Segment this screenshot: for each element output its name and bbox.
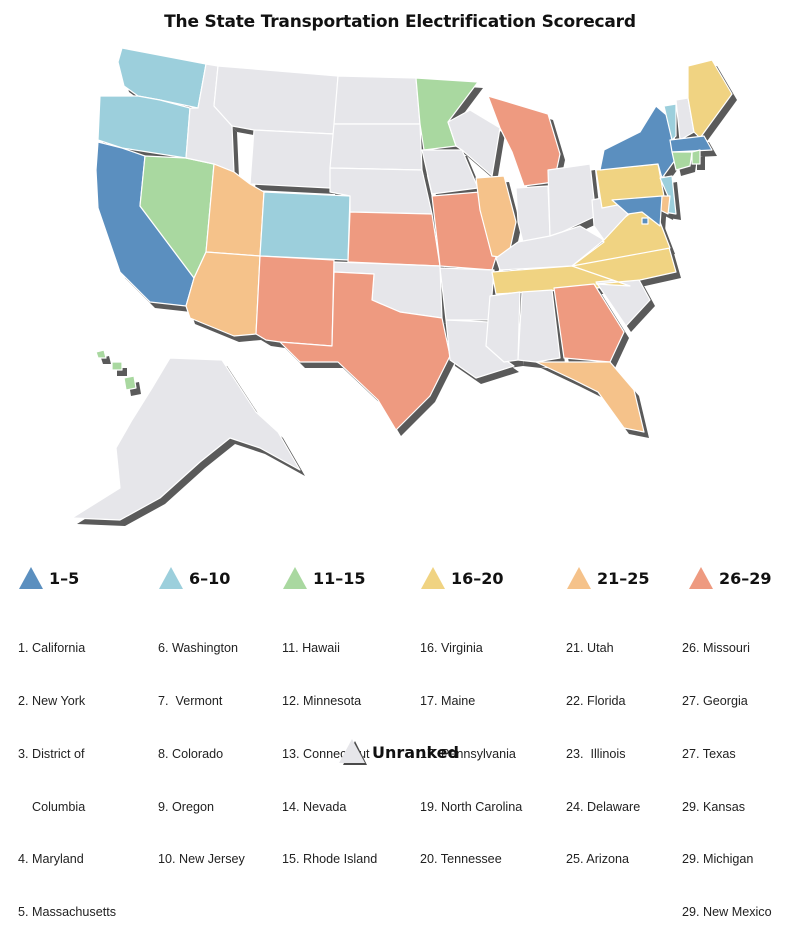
state-nm (255, 255, 335, 347)
ranking-item: Columbia (18, 799, 86, 814)
state-oh (547, 163, 597, 237)
ranking-item: 27. Georgia (682, 693, 748, 708)
ranking-item: 6. Washington (158, 641, 239, 656)
state-mi (487, 95, 561, 187)
legend-tier-4-label: 16–20 (451, 568, 504, 588)
legend-unranked: Unranked (338, 738, 459, 766)
state-wy (249, 129, 335, 189)
ranking-item: 3. District of (18, 746, 85, 761)
ranking-item: 23. Illinois (566, 746, 626, 761)
ranking-item: 25. Arizona (566, 852, 630, 867)
state-dc (641, 217, 649, 225)
state-nd (333, 75, 421, 125)
state-ma (669, 135, 713, 153)
ranking-item: 8. Colorado (158, 746, 224, 761)
ranking-item: 14. Nevada (282, 799, 347, 814)
state-sd (329, 123, 423, 171)
legend-tier-3-label: 11–15 (313, 568, 366, 588)
ranking-item: 15. Rhode Island (282, 852, 378, 867)
legend-tier-1: 1–5 (18, 566, 79, 590)
state-tx (279, 271, 451, 431)
tier-2-triangle-icon (159, 567, 183, 589)
ranking-item: 29. Kansas (682, 799, 746, 814)
map-title: The State Transportation Electrification… (164, 12, 636, 32)
state-ms (485, 291, 521, 363)
ranking-item: 21. Utah (566, 641, 614, 656)
ranking-item: 27. Texas (682, 746, 736, 761)
state-ct (671, 151, 693, 171)
ranking-item: 10. New Jersey (158, 852, 245, 867)
ranking-item: 19. North Carolina (420, 799, 523, 814)
tier-1-triangle-icon (19, 567, 43, 589)
ranking-item: 4. Maryland (18, 852, 84, 867)
us-states-map (71, 47, 737, 526)
legend-tier-2-label: 6–10 (189, 568, 231, 588)
ranking-item: 26. Missouri (682, 641, 750, 656)
legend-tier-6-label: 26–29 (719, 568, 772, 588)
state-vt (663, 103, 677, 141)
ranking-item: 24. Delaware (566, 799, 641, 814)
ranking-item: 7. Vermont (158, 693, 223, 708)
state-ky (495, 225, 605, 271)
state-md (611, 195, 663, 227)
ranking-item: 29. Michigan (682, 852, 754, 867)
unranked-triangle-icon (339, 739, 367, 765)
state-nj (659, 175, 677, 215)
ranking-item: 11. Hawaii (282, 641, 340, 656)
tier-5-triangle-icon (567, 567, 591, 589)
tier-3-triangle-icon (283, 567, 307, 589)
state-mt (213, 65, 339, 135)
legend-tier-5: 21–25 (566, 566, 650, 590)
tier-6-triangle-icon (689, 567, 713, 589)
state-wi (447, 109, 501, 177)
ranking-item: 5. Massachusetts (18, 905, 116, 920)
ranking-item: 16. Virginia (420, 641, 483, 656)
ranking-item: 17. Maine (420, 693, 476, 708)
state-ak (71, 357, 301, 521)
ranking-item: 12. Minnesota (282, 693, 362, 708)
legend-tier-6: 26–29 (688, 566, 772, 590)
state-ri (691, 149, 701, 165)
state-fl (535, 361, 645, 433)
tier-4-triangle-icon (421, 567, 445, 589)
state-co (259, 191, 351, 261)
ranking-item: 29. New Mexico (682, 905, 772, 920)
state-ks (347, 211, 441, 267)
legend-tier-1-label: 1–5 (49, 568, 80, 588)
rankings-column-6: 26. Missouri 27. Georgia 27. Texas 29. K… (682, 605, 772, 939)
state-al (517, 289, 561, 363)
rankings-column-1: 1. California 2. New York 3. District of… (18, 605, 116, 939)
legend-tier-5-label: 21–25 (597, 568, 650, 588)
ranking-item: 2. New York (18, 693, 86, 708)
ranking-item: 22. Florida (566, 693, 626, 708)
legend-tier-3: 11–15 (282, 566, 366, 590)
state-hi (95, 349, 137, 391)
ranking-item: 9. Oregon (158, 799, 215, 814)
state-ga (553, 283, 625, 363)
ranking-item: 17. Pennsylvania (420, 746, 516, 761)
rankings-column-5: 21. Utah 22. Florida 23. Illinois 24. De… (566, 605, 640, 887)
legend-unranked-label: Unranked (372, 742, 459, 762)
state-ar (439, 267, 495, 321)
rankings-column-2: 6. Washington 7. Vermont 8. Colorado 9. … (158, 605, 245, 887)
ranking-item: 20. Tennessee (420, 852, 502, 867)
legend-tier-4: 16–20 (420, 566, 504, 590)
legend-tier-2: 6–10 (158, 566, 230, 590)
ranking-item: 1. California (18, 641, 86, 656)
